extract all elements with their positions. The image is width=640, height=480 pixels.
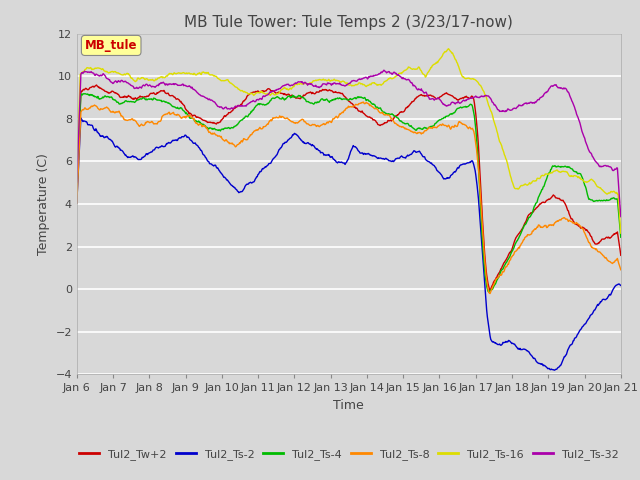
Title: MB Tule Tower: Tule Temps 2 (3/23/17-now): MB Tule Tower: Tule Temps 2 (3/23/17-now… — [184, 15, 513, 30]
Text: MB_tule: MB_tule — [85, 39, 138, 52]
Legend: Tul2_Tw+2, Tul2_Ts-2, Tul2_Ts-4, Tul2_Ts-8, Tul2_Ts-16, Tul2_Ts-32: Tul2_Tw+2, Tul2_Ts-2, Tul2_Ts-4, Tul2_Ts… — [75, 444, 623, 464]
Y-axis label: Temperature (C): Temperature (C) — [37, 153, 50, 255]
X-axis label: Time: Time — [333, 399, 364, 412]
